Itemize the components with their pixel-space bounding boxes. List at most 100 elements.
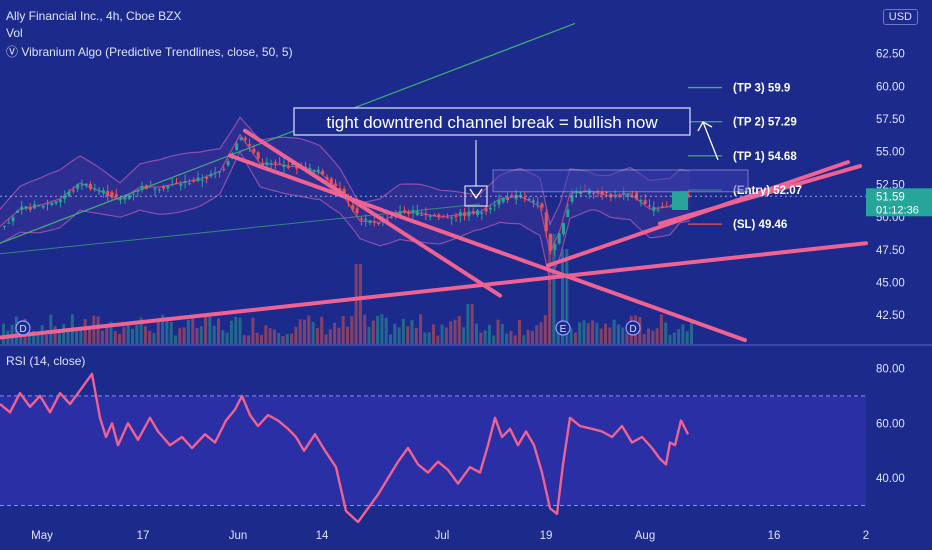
levels-layer: (TP 3) 59.9 (TP 2) 57.29 (TP 1) 54.68 (Entr… bbox=[15, 83, 802, 336]
volume-bar bbox=[475, 323, 478, 344]
volume-bar bbox=[195, 328, 199, 344]
volume-bar bbox=[690, 321, 693, 344]
volume-bar bbox=[367, 326, 371, 344]
candle-body bbox=[256, 152, 260, 159]
volume-bar bbox=[234, 316, 238, 344]
volume-bar bbox=[204, 314, 208, 344]
candle-body bbox=[506, 197, 510, 200]
candle-body bbox=[514, 194, 518, 200]
level-label: (SL) 49.46 bbox=[733, 219, 787, 231]
candle-body bbox=[119, 198, 123, 200]
candle-body bbox=[329, 178, 333, 185]
trendline-layer[interactable] bbox=[0, 128, 868, 343]
volume-bar bbox=[432, 324, 435, 344]
candle-body bbox=[166, 185, 170, 189]
volume-bar bbox=[294, 326, 298, 344]
candle-body bbox=[454, 215, 458, 217]
entry-zone-box bbox=[492, 169, 749, 193]
volume-bar bbox=[406, 326, 410, 344]
volume-bar bbox=[178, 328, 182, 344]
candle-body bbox=[471, 211, 475, 214]
candle-body bbox=[562, 222, 565, 235]
candle-body bbox=[243, 137, 247, 140]
volume-bar bbox=[341, 316, 345, 344]
volume-bar bbox=[88, 328, 91, 344]
volume-bar bbox=[152, 333, 156, 344]
volume-bar bbox=[595, 322, 599, 344]
volume-bar bbox=[277, 332, 281, 344]
candle-body bbox=[58, 199, 62, 203]
time-tick-label: 16 bbox=[768, 530, 781, 542]
candle-body bbox=[136, 190, 140, 192]
volume-bar bbox=[616, 324, 620, 344]
candle-body bbox=[669, 205, 673, 207]
trendline bbox=[243, 128, 502, 298]
candle-body bbox=[196, 177, 200, 182]
candle-body bbox=[372, 221, 376, 223]
volume-bar bbox=[45, 334, 48, 344]
volume-bar bbox=[444, 327, 448, 344]
candle-body bbox=[222, 169, 226, 171]
volume-bar bbox=[604, 323, 607, 344]
candle-body bbox=[273, 162, 277, 164]
volume-bar bbox=[165, 317, 169, 344]
candle-body bbox=[7, 222, 11, 224]
annotation-text: tight downtrend channel break = bullish … bbox=[326, 113, 658, 132]
candle-body bbox=[411, 210, 415, 213]
volume-bar bbox=[290, 333, 294, 344]
candle-body bbox=[175, 182, 178, 184]
volume-bar bbox=[191, 314, 195, 344]
volume-bar bbox=[440, 324, 444, 344]
candle-body bbox=[544, 212, 548, 232]
candle-body bbox=[41, 205, 45, 208]
candle-body bbox=[531, 200, 535, 203]
candle-body bbox=[106, 190, 110, 196]
candle-body bbox=[592, 193, 596, 195]
volume-bar bbox=[303, 319, 306, 344]
volume-bar bbox=[371, 320, 375, 344]
price-tick-label: 47.50 bbox=[876, 245, 905, 257]
volume-bar bbox=[350, 316, 354, 344]
candle-body bbox=[377, 223, 381, 225]
candle-body bbox=[424, 213, 428, 216]
candle-body bbox=[3, 225, 6, 227]
target-arrow-icon bbox=[697, 121, 719, 161]
volume-bar bbox=[212, 325, 216, 344]
volume-bar bbox=[457, 316, 461, 344]
volume-bar bbox=[260, 334, 263, 344]
trendline bbox=[228, 153, 747, 343]
candle-body bbox=[76, 184, 80, 189]
volume-bar bbox=[358, 264, 362, 344]
volume-bar bbox=[105, 327, 109, 344]
volume-bar bbox=[126, 321, 130, 344]
volume-bar bbox=[621, 327, 625, 344]
volume-bar bbox=[186, 319, 190, 344]
candle-body bbox=[54, 201, 58, 204]
candle-body bbox=[200, 179, 204, 181]
candle-body bbox=[648, 205, 651, 207]
volume-bar bbox=[548, 234, 552, 344]
volume-bar bbox=[199, 326, 203, 344]
volume-bar bbox=[135, 325, 139, 344]
candle-body bbox=[46, 203, 49, 205]
trendline bbox=[0, 241, 868, 340]
volume-bar bbox=[586, 323, 590, 344]
price-tick-label: 60.00 bbox=[876, 81, 905, 93]
candle-body bbox=[213, 172, 217, 174]
volume-bar bbox=[139, 317, 143, 344]
candle-body bbox=[218, 171, 221, 173]
currency-button[interactable]: USD bbox=[882, 9, 918, 25]
candle-body bbox=[334, 183, 338, 187]
volume-bar bbox=[414, 327, 418, 344]
volume-bar bbox=[118, 334, 122, 344]
candle-body bbox=[235, 143, 239, 151]
volume-bar bbox=[100, 330, 104, 344]
candle-body bbox=[308, 167, 312, 171]
volume-bar bbox=[307, 315, 311, 344]
candle-body bbox=[450, 217, 454, 219]
volume-bar bbox=[53, 326, 57, 344]
candle-body bbox=[153, 188, 157, 190]
candle-body bbox=[355, 208, 359, 214]
candle-body bbox=[291, 164, 295, 166]
